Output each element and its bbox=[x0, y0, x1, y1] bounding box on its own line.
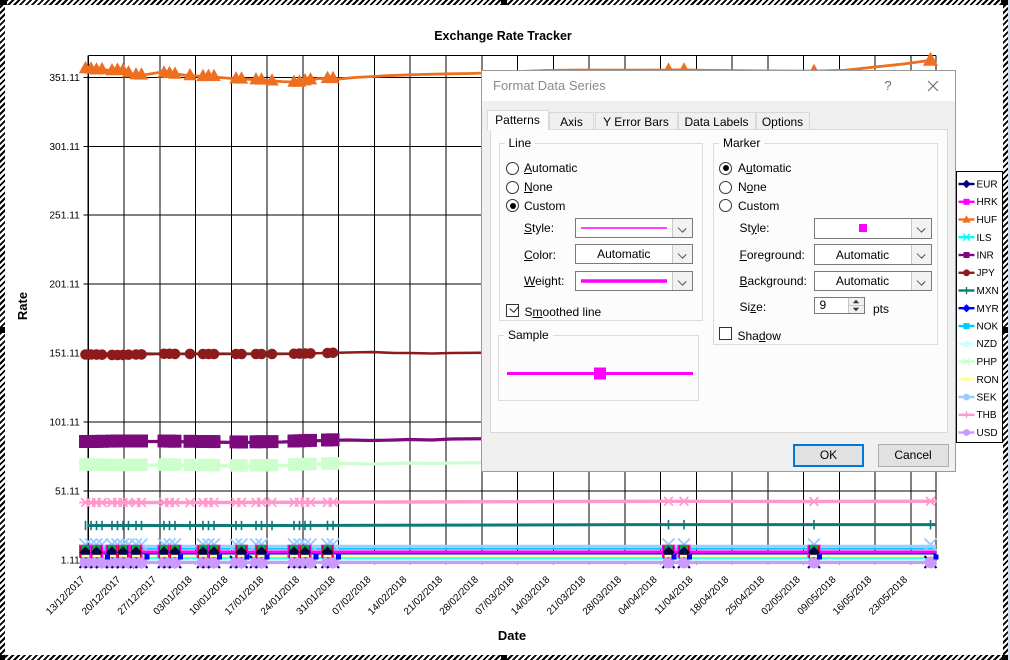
svg-text:23/05/2018: 23/05/2018 bbox=[867, 574, 910, 617]
svg-text:NOK: NOK bbox=[977, 322, 999, 333]
svg-text:Date: Date bbox=[498, 628, 526, 643]
svg-text:101.11: 101.11 bbox=[49, 418, 80, 429]
svg-text:MYR: MYR bbox=[977, 304, 999, 315]
svg-text:51.11: 51.11 bbox=[55, 487, 80, 498]
svg-text:201.11: 201.11 bbox=[49, 280, 80, 291]
svg-text:1.11: 1.11 bbox=[61, 556, 80, 567]
svg-text:USD: USD bbox=[977, 428, 998, 439]
svg-text:THB: THB bbox=[977, 410, 997, 421]
svg-text:HUF: HUF bbox=[977, 215, 998, 226]
svg-text:SEK: SEK bbox=[977, 393, 997, 404]
svg-text:PHP: PHP bbox=[977, 357, 998, 368]
svg-text:HRK: HRK bbox=[977, 197, 998, 208]
svg-text:Rate: Rate bbox=[15, 292, 30, 320]
svg-text:Exchange Rate Tracker: Exchange Rate Tracker bbox=[434, 29, 572, 43]
svg-text:ILS: ILS bbox=[977, 233, 992, 244]
svg-text:NZD: NZD bbox=[977, 339, 998, 350]
svg-text:151.11: 151.11 bbox=[49, 349, 80, 360]
svg-text:JPY: JPY bbox=[977, 268, 996, 279]
svg-text:RON: RON bbox=[977, 375, 999, 386]
svg-text:INR: INR bbox=[977, 251, 994, 262]
svg-text:EUR: EUR bbox=[977, 180, 998, 191]
svg-text:MXN: MXN bbox=[977, 286, 999, 297]
svg-text:301.11: 301.11 bbox=[49, 142, 80, 153]
svg-text:251.11: 251.11 bbox=[49, 211, 80, 222]
svg-text:351.11: 351.11 bbox=[49, 73, 80, 84]
